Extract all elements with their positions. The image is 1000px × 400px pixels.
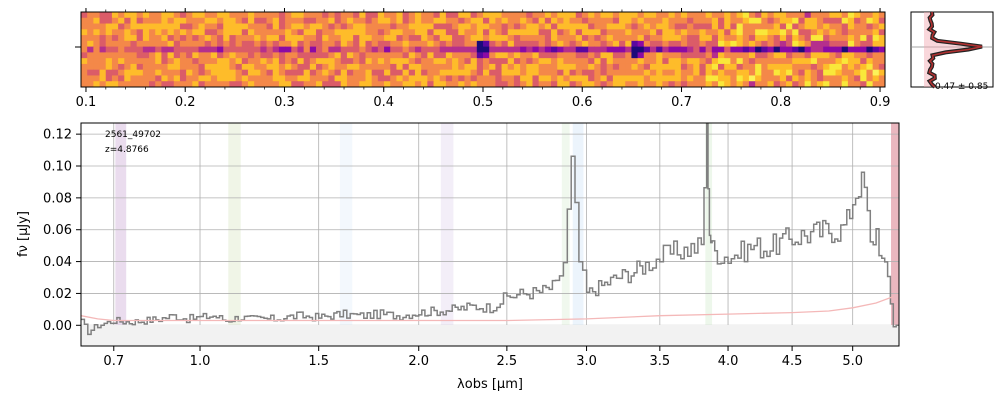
line-marker-band xyxy=(228,123,241,346)
x-tick-label: 2.5 xyxy=(497,354,518,369)
spectrum-2d-panel: 0.1 0.2 0.3 0.4 0.5 0.6 0.7 0.8 0.9 xyxy=(75,8,890,110)
line-marker-band xyxy=(891,123,899,346)
y-tick-label: 0.06 xyxy=(43,223,72,238)
y-tick-label: 0.10 xyxy=(43,160,72,175)
spectrum-2d-x-ticks: 0.1 0.2 0.3 0.4 0.5 0.6 0.7 0.8 0.9 xyxy=(76,8,891,110)
x-tick-label: 5.0 xyxy=(842,354,863,369)
top-x-tick-label: 0.5 xyxy=(473,95,494,110)
spectrum-1d-x-ticks: 0.7 1.0 1.5 2.0 2.5 3.0 3.5 4.0 4.5 5.0 xyxy=(103,346,863,369)
y-tick-label: 0.12 xyxy=(43,128,72,143)
line-marker-band xyxy=(561,123,570,346)
x-tick-label: 3.0 xyxy=(576,354,597,369)
heatmap-cells xyxy=(81,12,885,87)
y-axis-label: fν [μJy] xyxy=(16,211,31,257)
top-x-tick-label: 0.6 xyxy=(572,95,593,110)
spectrum-1d-panel: 0.7 1.0 1.5 2.0 2.5 3.0 3.5 4.0 4.5 5.0 0.000.020… xyxy=(16,122,900,392)
top-x-tick-label: 0.2 xyxy=(175,95,196,110)
profile-curve xyxy=(928,11,983,88)
y-tick-label: 0.00 xyxy=(43,319,72,334)
spectrum-1d-y-ticks: 0.00 0.02 0.04 0.06 0.08 0.10 0.12 xyxy=(43,128,81,334)
x-tick-label: 1.0 xyxy=(190,354,211,369)
series-group xyxy=(81,123,899,336)
redshift-label: z=4.8766 xyxy=(105,145,149,155)
spectrum-1d-frame xyxy=(80,122,900,347)
line-marker-band xyxy=(115,123,127,346)
error-series-line xyxy=(81,295,894,322)
line-marker-band xyxy=(339,123,353,346)
x-tick-label: 3.5 xyxy=(649,354,670,369)
x-tick-label: 1.5 xyxy=(308,354,329,369)
object-id-label: 2561_49702 xyxy=(105,130,161,140)
profile-annotation: 0.47 ± 0.85 xyxy=(935,82,988,92)
spatial-profile-frame xyxy=(910,11,994,88)
spatial-profile-panel: 0.47 ± 0.85 xyxy=(910,11,994,92)
top-x-tick-label: 0.9 xyxy=(870,95,891,110)
x-tick-label: 2.0 xyxy=(408,354,429,369)
line-marker-band xyxy=(440,123,454,346)
y-tick-label: 0.04 xyxy=(43,255,72,270)
y-tick-label: 0.08 xyxy=(43,191,72,206)
top-x-tick-label: 0.7 xyxy=(671,95,692,110)
y-tick-label: 0.02 xyxy=(43,287,72,302)
x-tick-label: 0.7 xyxy=(103,354,124,369)
top-x-tick-label: 0.1 xyxy=(76,95,97,110)
top-x-tick-label: 0.8 xyxy=(770,95,791,110)
flux-series-line xyxy=(81,123,899,336)
top-x-tick-label: 0.3 xyxy=(274,95,295,110)
zero-fill-band xyxy=(81,325,899,346)
x-tick-label: 4.5 xyxy=(782,354,803,369)
profile-curve-group xyxy=(924,11,983,89)
x-tick-label: 4.0 xyxy=(718,354,739,369)
line-marker-band xyxy=(572,123,584,346)
top-x-tick-label: 0.4 xyxy=(373,95,394,110)
x-axis-label: λobs [μm] xyxy=(457,377,523,392)
